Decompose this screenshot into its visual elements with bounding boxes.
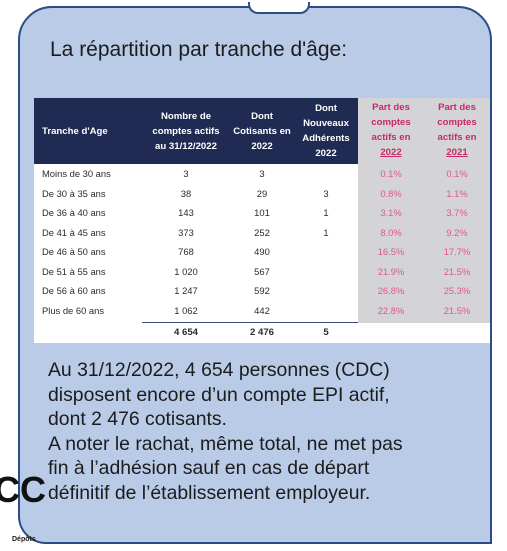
header-nombre: Nombre de comptes actifs au 31/12/2022	[142, 98, 230, 164]
age-distribution-table-container: Tranche d'Age Nombre de comptes actifs a…	[34, 98, 490, 343]
separator-cell	[358, 320, 424, 323]
cdc-logo: CC	[0, 470, 46, 520]
cell-cotisants: 490	[254, 246, 270, 258]
cell-tranche: De 46 à 50 ans	[42, 246, 106, 258]
page-title: La répartition par tranche d'âge:	[50, 38, 348, 61]
total-part2022	[358, 323, 424, 342]
cell-nouveaux	[294, 301, 358, 321]
cell-nouveaux	[294, 281, 358, 301]
summary-line: fin à l’adhésion sauf en cas de départ	[48, 457, 370, 480]
cell-part2022: 8.0%	[358, 222, 424, 242]
summary-line: A noter le rachat, même total, ne met pa…	[48, 432, 403, 455]
table-row: Moins de 30 ans 3 3 0.1% 0.1%	[34, 164, 490, 184]
cell-part2022: 16.5%	[358, 242, 424, 262]
cell-part2022: 0.8%	[358, 183, 424, 203]
cell-part2022: 3.1%	[358, 203, 424, 223]
cell-tranche: De 56 à 60 ans	[42, 285, 106, 297]
table-row: De 36 à 40 ans 143 101 1 3.1% 3.7%	[34, 203, 490, 223]
cell-nombre: 143	[178, 207, 194, 219]
cell-part2021: 21.5%	[424, 300, 490, 320]
logo-letters: CC	[0, 469, 46, 510]
cell-part2022: 0.1%	[358, 164, 424, 184]
cell-part2021: 9.2%	[424, 222, 490, 242]
header-cotisants: Dont Cotisants en 2022	[230, 98, 294, 164]
cell-tranche: De 51 à 55 ans	[42, 265, 106, 277]
card-top-tab	[248, 2, 310, 14]
totals-row: 4 654 2 476 5	[34, 322, 490, 342]
summary-line: disposent encore d’un compte EPI actif,	[48, 383, 390, 406]
cell-part2021: 21.5%	[424, 261, 490, 281]
summary-line: définitif de l’établissement employeur.	[48, 481, 371, 504]
cell-tranche: Moins de 30 ans	[42, 168, 111, 180]
cell-nouveaux: 1	[323, 207, 329, 219]
cell-nombre: 3	[183, 168, 189, 180]
total-part2021	[424, 323, 490, 342]
table-row: Plus de 60 ans 1 062 442 22.8% 21.5%	[34, 300, 490, 321]
summary-text: Au 31/12/2022, 4 654 personnes (CDC) dis…	[48, 358, 468, 506]
header-part-2021: Part des comptes actifs en 2021	[424, 98, 490, 164]
logo-word: Dépôts	[12, 536, 36, 543]
separator-cell	[424, 320, 490, 323]
cell-cotisants: 567	[254, 265, 270, 277]
cell-nombre: 38	[180, 187, 192, 199]
summary-line: Au 31/12/2022, 4 654 personnes (CDC)	[48, 359, 390, 381]
cell-tranche: Plus de 60 ans	[42, 304, 105, 316]
cell-cotisants: 3	[259, 168, 265, 180]
table-header-row: Tranche d'Age Nombre de comptes actifs a…	[34, 98, 490, 164]
cell-part2022: 21.9%	[358, 261, 424, 281]
cell-part2022: 22.8%	[358, 300, 424, 320]
cell-nombre: 1 020	[174, 265, 198, 277]
cell-cotisants: 442	[254, 304, 270, 316]
header-tranche: Tranche d'Age	[34, 98, 142, 164]
cell-part2022: 26.8%	[358, 281, 424, 301]
total-cotisants: 2 476	[230, 322, 294, 341]
cell-tranche: De 36 à 40 ans	[42, 207, 106, 219]
cell-nombre: 1 062	[174, 304, 198, 316]
table-row: De 41 à 45 ans 373 252 1 8.0% 9.2%	[34, 222, 490, 242]
summary-line: dont 2 476 cotisants.	[48, 408, 227, 431]
cell-nouveaux	[294, 242, 358, 262]
total-nombre: 4 654	[142, 322, 230, 341]
total-tranche	[34, 323, 142, 342]
cell-nombre: 373	[178, 226, 194, 238]
table-row: De 30 à 35 ans 38 29 3 0.8% 1.1%	[34, 183, 490, 203]
total-nouveaux: 5	[294, 322, 358, 341]
cell-part2021: 17.7%	[424, 242, 490, 262]
age-distribution-table: Tranche d'Age Nombre de comptes actifs a…	[34, 98, 490, 341]
table-body: Moins de 30 ans 3 3 0.1% 0.1% De 30 à 35 ans 3…	[34, 164, 490, 341]
cell-nouveaux	[294, 164, 358, 184]
header-part-2022: Part des comptes actifs en 2022	[358, 98, 424, 164]
cell-cotisants: 101	[254, 207, 270, 219]
table-row: De 46 à 50 ans 768 490 16.5% 17.7%	[34, 242, 490, 262]
cell-part2021: 1.1%	[424, 183, 490, 203]
cell-cotisants: 252	[254, 226, 270, 238]
cell-nouveaux	[294, 262, 358, 282]
cell-part2021: 3.7%	[424, 203, 490, 223]
header-nouveaux: Dont Nouveaux Adhérents 2022	[294, 98, 358, 164]
cell-tranche: De 30 à 35 ans	[42, 187, 106, 199]
cell-tranche: De 41 à 45 ans	[42, 226, 106, 238]
cell-cotisants: 592	[254, 285, 270, 297]
cell-cotisants: 29	[256, 187, 268, 199]
table-row: De 51 à 55 ans 1 020 567 21.9% 21.5%	[34, 261, 490, 282]
cell-nombre: 1 247	[174, 285, 198, 297]
separator-row	[34, 320, 490, 323]
cell-part2021: 0.1%	[424, 164, 490, 184]
cell-nouveaux: 3	[323, 187, 329, 199]
cell-part2021: 25.3%	[424, 281, 490, 301]
table-row: De 56 à 60 ans 1 247 592 26.8% 25.3%	[34, 281, 490, 301]
cell-nombre: 768	[178, 246, 194, 258]
cell-nouveaux: 1	[323, 226, 329, 238]
